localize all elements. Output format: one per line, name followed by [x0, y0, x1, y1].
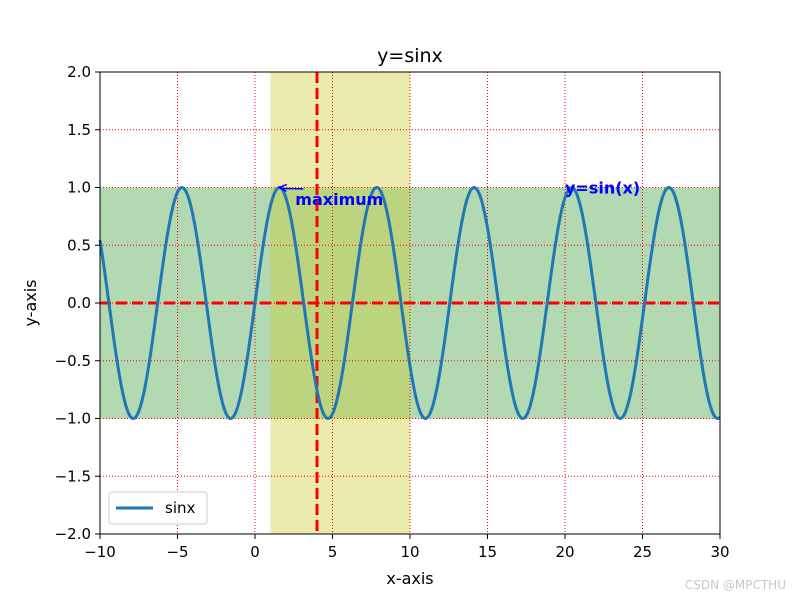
- y-axis-label: y-axis: [21, 279, 40, 326]
- y-tick-label-1: 1.5: [67, 121, 91, 139]
- chart-title: y=sinx: [377, 45, 443, 67]
- y-tick-label-6: −1.0: [55, 410, 91, 428]
- legend-box: [108, 491, 208, 525]
- x-tick-label-2: 0: [250, 543, 260, 561]
- y-tick-label-2: 1.0: [67, 179, 91, 197]
- y-tick-label-3: 0.5: [67, 236, 91, 254]
- x-axis-label: x-axis: [386, 569, 433, 588]
- reference-lines-layer: [100, 72, 720, 534]
- x-tick-label-8: 30: [710, 543, 729, 561]
- series-line-sinx: [98, 186, 722, 420]
- x-tick-label-5: 15: [478, 543, 497, 561]
- y-tick-label-8: −2.0: [55, 525, 91, 543]
- annotation-0: maximum: [295, 190, 383, 209]
- legend: sinx: [108, 491, 208, 525]
- x-tick-label-0: −10: [84, 543, 116, 561]
- x-tick-label-7: 25: [633, 543, 652, 561]
- legend-label-sinx: sinx: [165, 499, 195, 517]
- watermark: CSDN @MPCTHU: [684, 578, 786, 592]
- annotation-arrowhead-0: [277, 183, 288, 193]
- ticks-layer: −10 −5 0 5 10 15 20 25 30 2.0 1.5 1.0 0.5 0.0 −0.5 −1.0…: [55, 63, 730, 561]
- x-tick-label-4: 10: [400, 543, 419, 561]
- x-tick-label-3: 5: [328, 543, 338, 561]
- x-tick-label-6: 20: [555, 543, 574, 561]
- y-tick-label-7: −1.5: [55, 467, 91, 485]
- annotation-1: y=sin(x): [565, 178, 640, 197]
- annotations-layer: maximum y=sin(x): [277, 178, 640, 209]
- y-tick-label-4: 0.0: [67, 294, 91, 312]
- x-tick-label-1: −5: [166, 543, 188, 561]
- y-tick-label-0: 2.0: [67, 63, 91, 81]
- y-tick-label-5: −0.5: [55, 352, 91, 370]
- series-layer: [98, 186, 722, 420]
